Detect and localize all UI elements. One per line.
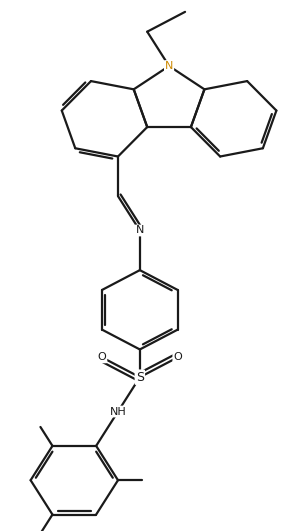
Text: O: O xyxy=(98,352,107,362)
Text: S: S xyxy=(136,371,144,384)
Text: NH: NH xyxy=(110,406,126,417)
Text: N: N xyxy=(136,226,144,236)
Text: N: N xyxy=(165,61,173,71)
Text: O: O xyxy=(173,352,182,362)
